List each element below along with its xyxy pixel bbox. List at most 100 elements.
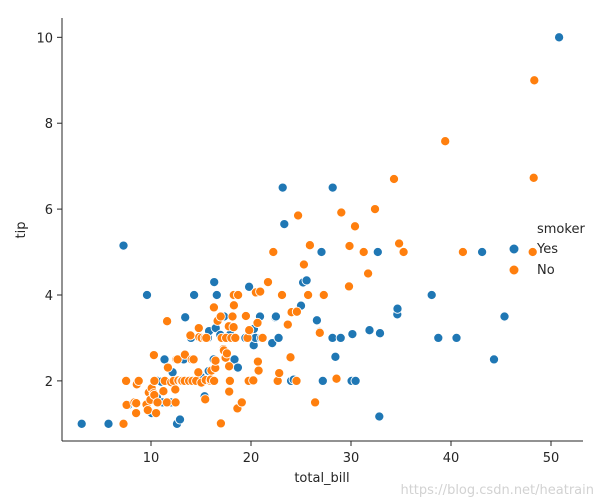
legend-label-yes: Yes [536, 242, 558, 257]
data-point-no-90 [262, 277, 274, 288]
data-point-no-116 [388, 173, 400, 185]
data-point-no-100 [293, 210, 304, 221]
axes-layer [61, 18, 583, 442]
data-point-yes-78 [433, 332, 444, 343]
data-point-yes-65 [327, 182, 338, 193]
y-axis-label: tip [14, 222, 29, 239]
data-point-no-27 [170, 397, 181, 408]
data-point-no-39 [188, 354, 199, 365]
legend-marker-yes [508, 243, 520, 255]
data-point-no-7 [133, 375, 144, 386]
data-point-yes-19 [180, 312, 191, 323]
data-point-yes-72 [372, 246, 383, 258]
data-point-yes-71 [364, 325, 375, 336]
data-point-no-5 [131, 398, 142, 409]
data-point-yes-0 [76, 418, 87, 429]
data-point-no-71 [227, 311, 238, 322]
data-point-yes-81 [488, 354, 500, 365]
data-point-no-16 [149, 375, 160, 386]
watermark: https://blog.csdn.net/heatrain [400, 483, 594, 498]
data-point-yes-62 [316, 246, 327, 258]
data-point-no-4 [131, 408, 142, 419]
data-point-no-14 [148, 350, 159, 361]
y-tick-label-4: 4 [45, 289, 53, 304]
data-point-no-105 [314, 327, 325, 338]
data-point-yes-59 [301, 275, 312, 286]
data-point-no-19 [158, 386, 169, 397]
data-point-no-121 [528, 172, 539, 183]
points-layer [76, 32, 565, 429]
legend-marker-no [508, 264, 520, 276]
data-point-yes-2 [118, 240, 129, 251]
data-point-no-22 [162, 316, 173, 327]
data-point-no-29 [172, 354, 183, 365]
data-point-no-115 [369, 204, 381, 215]
data-point-no-56 [210, 355, 221, 366]
data-point-no-47 [200, 394, 211, 405]
data-point-yes-70 [350, 375, 361, 386]
data-point-yes-41 [244, 281, 255, 292]
data-point-no-120 [457, 246, 468, 258]
data-point-no-42 [193, 323, 204, 334]
data-point-no-113 [358, 246, 369, 258]
data-point-yes-69 [347, 329, 358, 340]
ticks-layer: 10 20 30 40 50 2 4 6 8 10 [36, 31, 559, 466]
data-point-no-36 [185, 330, 196, 341]
data-point-no-103 [304, 240, 315, 251]
data-point-no-82 [244, 325, 255, 336]
x-axis-label: total_bill [294, 471, 349, 486]
x-tick-label-20: 20 [243, 451, 260, 466]
x-tick-label-50: 50 [543, 451, 560, 466]
data-point-yes-15 [174, 414, 186, 425]
data-point-no-87 [253, 365, 264, 376]
data-point-yes-31 [209, 277, 220, 288]
data-point-yes-73 [374, 411, 385, 422]
data-point-no-17 [151, 408, 162, 419]
data-point-no-72 [228, 322, 239, 333]
data-point-yes-54 [279, 219, 290, 230]
data-point-no-88 [255, 286, 266, 297]
data-point-yes-83 [554, 32, 565, 43]
data-point-yes-39 [232, 362, 243, 373]
data-point-no-123 [529, 75, 540, 86]
data-point-yes-60 [311, 315, 322, 326]
data-point-no-117 [394, 238, 405, 249]
data-point-yes-79 [451, 332, 462, 343]
data-point-yes-53 [277, 182, 288, 193]
data-point-no-1 [121, 375, 132, 386]
data-point-no-98 [291, 375, 302, 386]
x-tick-label-30: 30 [343, 451, 360, 466]
y-tick-label-8: 8 [45, 117, 53, 132]
data-point-no-67 [224, 361, 235, 372]
data-point-yes-76 [392, 303, 403, 314]
data-point-no-74 [228, 300, 239, 311]
data-point-no-79 [240, 310, 251, 322]
data-point-yes-1 [103, 418, 114, 429]
data-point-yes-77 [426, 289, 437, 301]
data-point-yes-66 [330, 351, 341, 362]
data-point-no-65 [221, 348, 232, 359]
y-tick-label-6: 6 [45, 203, 53, 218]
data-point-no-112 [349, 221, 361, 232]
data-point-yes-33 [211, 289, 222, 301]
data-point-yes-4 [141, 289, 153, 301]
data-point-no-83 [248, 375, 259, 386]
data-point-no-111 [344, 240, 355, 252]
data-point-no-58 [215, 311, 226, 322]
data-point-no-23 [162, 362, 173, 373]
data-point-no-89 [257, 332, 268, 343]
data-point-no-86 [252, 356, 263, 367]
data-point-no-34 [179, 349, 190, 360]
data-point-no-99 [291, 306, 302, 317]
legend-label-no: No [537, 263, 555, 278]
data-point-no-75 [230, 332, 241, 343]
data-point-no-122 [527, 246, 538, 258]
data-point-yes-63 [317, 375, 328, 386]
data-point-yes-52 [273, 332, 284, 343]
data-point-no-69 [224, 375, 235, 386]
data-point-no-101 [298, 259, 309, 270]
data-point-no-110 [343, 281, 355, 292]
data-point-no-95 [282, 319, 293, 330]
